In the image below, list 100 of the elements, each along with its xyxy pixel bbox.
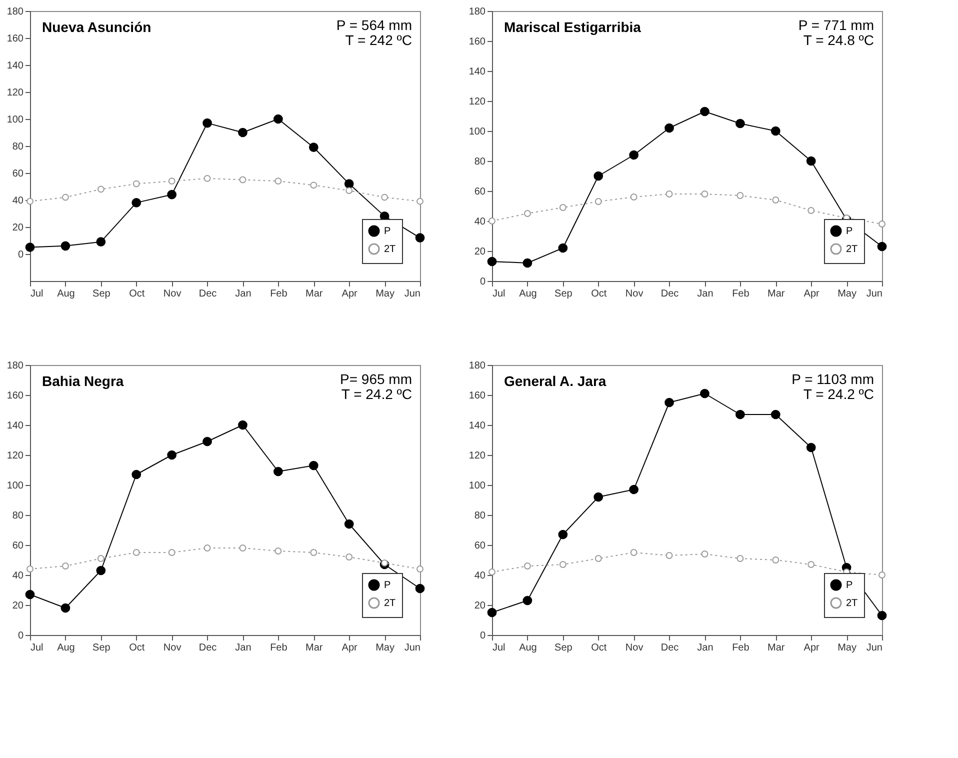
x-tick-label: Aug: [519, 288, 537, 300]
point: [488, 568, 496, 576]
text: General A. Jara: [504, 373, 606, 389]
point: [239, 176, 246, 184]
x-tick-label: Nov: [163, 642, 182, 654]
y-tick-label: 180: [468, 6, 486, 18]
point: [806, 442, 816, 452]
point: [132, 549, 140, 556]
x-tick-label: Mar: [768, 642, 786, 654]
y-tick-label: 100: [468, 480, 486, 492]
x-tick-label: Sep: [92, 642, 111, 654]
y-tick-label: 100: [468, 126, 486, 138]
x-tick-label: Aug: [519, 642, 537, 654]
point: [736, 192, 744, 199]
point: [736, 118, 745, 128]
text: Bahia Negra: [42, 373, 124, 389]
x-tick-label: Oct: [129, 642, 145, 654]
point: [487, 608, 497, 618]
y-tick-label: 60: [474, 540, 486, 552]
x-tick-label: Jan: [235, 288, 252, 300]
x-tick-label: May: [838, 642, 856, 654]
point: [346, 554, 353, 560]
point: [664, 123, 674, 133]
point: [274, 178, 282, 185]
point: [62, 194, 69, 201]
annotation: P = 1103 mm: [792, 371, 874, 387]
y-tick-label: 40: [474, 216, 486, 228]
y-tick-label: 120: [6, 88, 24, 98]
x-tick-label: Jul: [30, 288, 44, 300]
point: [132, 470, 142, 480]
y-tick-label: 80: [474, 510, 486, 522]
x-tick-label: Nov: [625, 642, 644, 654]
point: [770, 126, 780, 136]
point: [629, 150, 638, 160]
point: [25, 590, 35, 600]
x-tick-label: Feb: [270, 288, 288, 300]
y-tick-label: 20: [474, 246, 486, 258]
x-tick-label: Aug: [57, 288, 75, 300]
point: [878, 220, 886, 228]
y-tick-label: 160: [6, 390, 24, 402]
x-tick-label: May: [838, 288, 856, 300]
y-tick-label: 100: [6, 480, 24, 492]
point: [772, 196, 780, 204]
point: [167, 190, 176, 200]
point: [664, 398, 674, 408]
y-tick-label: 60: [474, 186, 486, 198]
point: [522, 258, 532, 268]
point: [700, 388, 710, 398]
point: [239, 544, 246, 552]
y-tick-label: 0: [18, 630, 24, 642]
x-tick-label: Dec: [660, 288, 679, 300]
point: [524, 562, 531, 570]
point: [202, 436, 212, 446]
x-tick-label: Apr: [804, 288, 820, 300]
x-tick-label: Nov: [625, 288, 644, 300]
point: [62, 562, 69, 570]
y-tick-label: 120: [6, 450, 24, 462]
point: [25, 242, 35, 252]
y-tick-label: 20: [12, 222, 24, 234]
x-tick-label: May: [376, 642, 394, 654]
y-tick-label: 180: [6, 6, 24, 18]
point: [344, 179, 354, 188]
annotation: T = 24.2 ºC: [341, 386, 412, 402]
x-tick-label: Oct: [591, 288, 607, 300]
point: [274, 466, 283, 476]
point: [308, 142, 318, 152]
y-tick-label: 80: [12, 142, 24, 152]
x-tick-label: Mar: [768, 288, 786, 300]
x-tick-label: Jun: [866, 288, 882, 300]
point: [806, 156, 816, 166]
point: [558, 243, 568, 253]
y-tick-label: 20: [474, 600, 486, 612]
y-tick-label: 180: [6, 360, 24, 372]
point: [594, 198, 602, 205]
y-tick-label: 140: [6, 420, 24, 432]
y-tick-label: 60: [12, 540, 24, 552]
x-tick-label: Feb: [270, 642, 288, 654]
point: [238, 128, 248, 138]
legend-label: P: [846, 226, 853, 237]
x-tick-label: Jan: [697, 642, 714, 654]
point: [202, 118, 212, 128]
point: [594, 492, 604, 502]
point: [772, 556, 780, 564]
point: [97, 555, 104, 562]
point: [808, 561, 815, 568]
point: [416, 198, 424, 205]
point: [594, 555, 602, 562]
point: [630, 549, 638, 556]
x-tick-label: Feb: [732, 288, 750, 300]
point: [60, 603, 70, 613]
point: [274, 548, 282, 554]
point: [700, 106, 710, 116]
x-tick-label: Sep: [554, 288, 573, 300]
y-tick-label: 40: [12, 196, 24, 206]
y-tick-label: 20: [12, 600, 24, 612]
x-tick-label: Apr: [342, 288, 358, 300]
x-tick-label: Jan: [235, 642, 252, 654]
point: [877, 242, 887, 252]
point: [168, 549, 176, 556]
point: [238, 420, 248, 430]
